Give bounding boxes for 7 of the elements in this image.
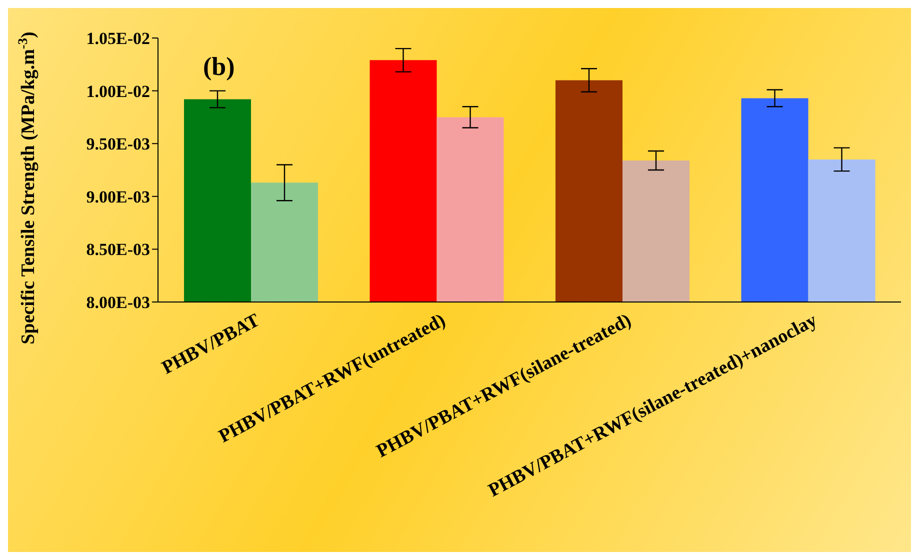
y-tick-label: 9.50E-03 [86,134,150,154]
y-tick-label: 1.00E-02 [86,82,150,101]
y-tick-label: 8.50E-03 [86,240,150,260]
y-tick-label: 9.00E-03 [86,187,150,206]
annotation: (b) [203,52,235,82]
y-tick-label: 8.00E-03 [86,293,150,312]
y-tick-label: 1.05E-02 [86,29,150,48]
